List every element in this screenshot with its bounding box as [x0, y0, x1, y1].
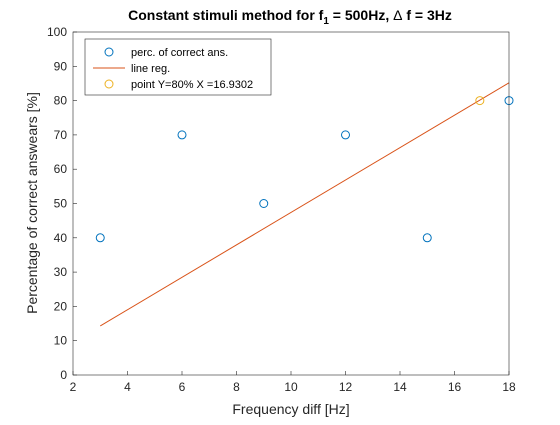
x-tick-label: 8	[233, 380, 240, 394]
legend-items: perc. of correct ans. line reg. point Y=80…	[93, 47, 253, 91]
y-axis-label: Percentage of correct answears [%]	[24, 92, 40, 314]
regression-line	[99, 82, 510, 327]
data-point	[422, 233, 432, 243]
legend-label: perc. of correct ans.	[131, 47, 228, 59]
y-tick-label: 100	[47, 25, 67, 39]
legend-marker-symbol	[104, 79, 114, 89]
chart-title-text: Constant stimuli method for f1 = 500Hz, …	[128, 7, 452, 27]
y-tick-label: 10	[54, 334, 68, 348]
x-axis-ticks: 2 4 6 8 10 12 14 16 18	[70, 371, 516, 394]
x-tick-label: 6	[179, 380, 186, 394]
title-subscript: 1	[323, 16, 329, 27]
y-tick-label: 70	[54, 128, 68, 142]
legend: perc. of correct ans. line reg. point Y=80…	[84, 38, 272, 96]
legend-marker-symbol	[104, 47, 114, 57]
y-tick-label: 50	[54, 197, 68, 211]
title-suffix: f = 3Hz	[402, 7, 451, 23]
y-tick-label: 80	[54, 94, 68, 108]
threshold-point	[475, 96, 485, 106]
y-tick-label: 20	[54, 299, 68, 313]
data-point	[95, 233, 105, 243]
x-tick-label: 12	[339, 380, 353, 394]
x-tick-label: 16	[448, 380, 462, 394]
series-layer	[95, 82, 514, 327]
data-point	[177, 130, 187, 140]
y-axis-ticks: 0 10 20 30 40 50 60 70 80 90 100	[47, 25, 77, 382]
data-point	[341, 130, 350, 140]
legend-label: line reg.	[131, 63, 170, 75]
x-tick-label: 14	[393, 380, 407, 394]
axes-box	[72, 31, 510, 376]
x-tick-label: 18	[502, 380, 516, 394]
y-tick-label: 60	[54, 162, 68, 176]
x-tick-label: 4	[124, 380, 131, 394]
chart-title: Constant stimuli method for f1 = 500Hz, …	[128, 7, 452, 27]
data-point	[259, 199, 269, 208]
y-tick-label: 40	[54, 231, 68, 245]
legend-label: point Y=80% X =16.9302	[131, 79, 253, 91]
x-axis-label: Frequency diff [Hz]	[232, 401, 349, 417]
title-middle: = 500Hz,	[329, 7, 393, 23]
title-prefix: Constant stimuli method for f	[128, 7, 324, 23]
x-tick-label: 10	[284, 380, 298, 394]
title-delta: Δ	[393, 7, 402, 23]
legend-box	[84, 38, 272, 96]
y-tick-label: 90	[54, 59, 68, 73]
y-tick-label: 0	[60, 368, 67, 382]
y-tick-label: 30	[54, 265, 68, 279]
x-tick-label: 2	[70, 380, 77, 394]
